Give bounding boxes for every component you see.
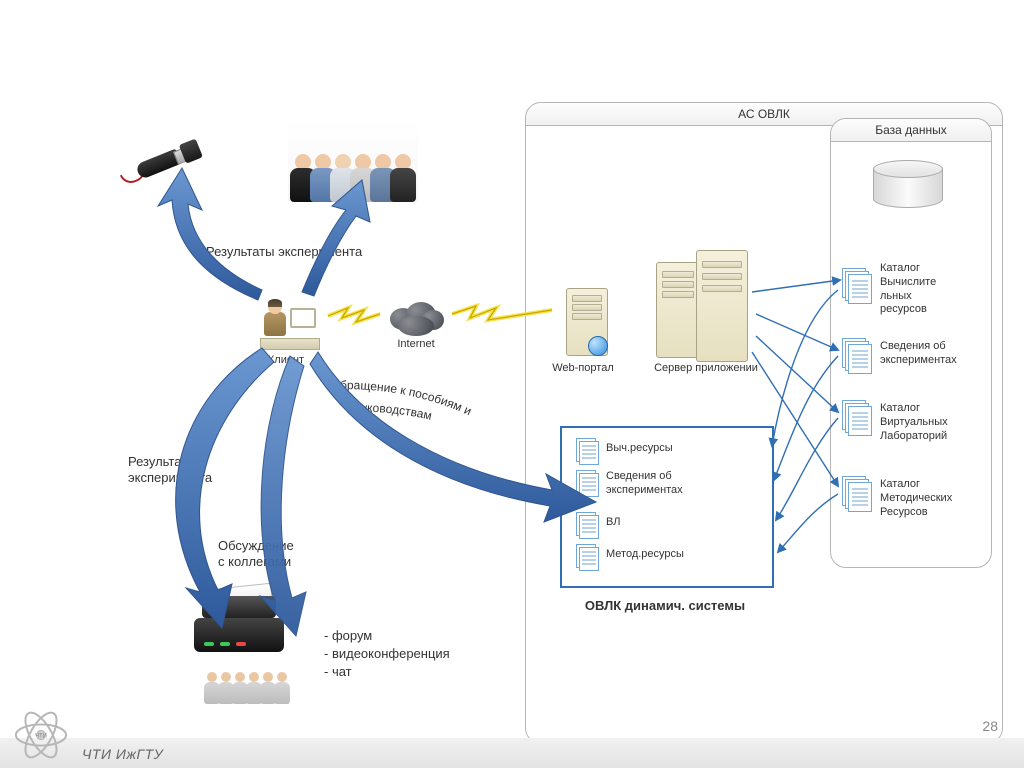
footer-logo-icon: ЧТИ (8, 702, 74, 768)
footer-org-text: ЧТИ ИжГТУ (82, 746, 163, 762)
svg-text:ЧТИ: ЧТИ (35, 734, 47, 740)
diagram-stage: АС ОВЛК База данных Каталог Вычислите ль… (0, 0, 1024, 768)
page-number: 28 (982, 718, 998, 734)
arrows-layer (0, 0, 1024, 768)
